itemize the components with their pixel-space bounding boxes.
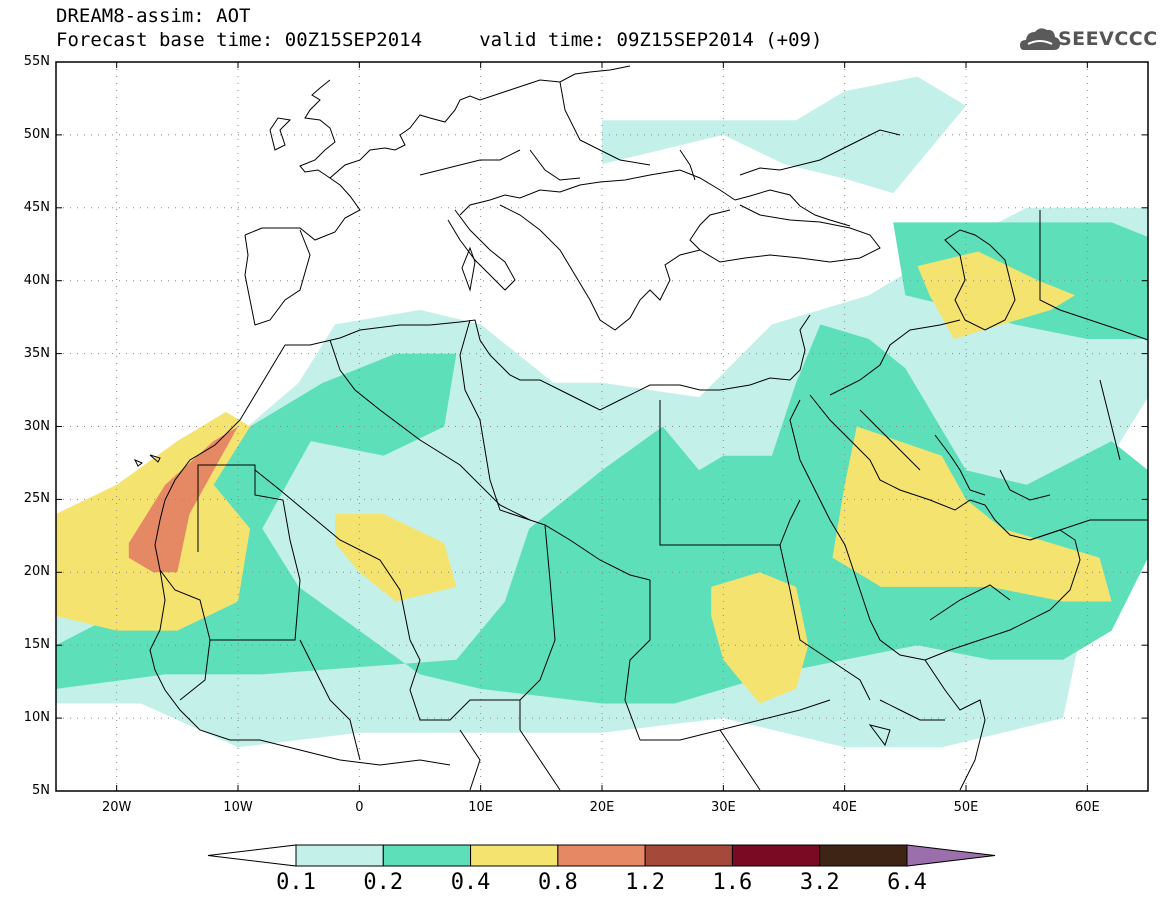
lat-label: 55N [23, 54, 50, 69]
lon-label: 20W [101, 800, 132, 815]
logo-text: SEEVCCC [1058, 28, 1158, 50]
forecast-time-subtitle: Forecast base time: 00Z15SEP2014 valid t… [56, 29, 823, 51]
colorbar [207, 844, 996, 867]
aot-region-0-4-2 [832, 426, 1112, 602]
colorbar-box [557, 844, 646, 867]
lat-label: 5N [32, 783, 50, 798]
lat-label: 25N [23, 491, 50, 507]
map-title: DREAM8-assim: AOT [56, 5, 251, 27]
lat-label: 20N [23, 564, 50, 580]
colorbar-label: 1.6 [712, 870, 753, 895]
aot-region-0-4-4 [917, 251, 1076, 339]
aot-region-0-4-1 [335, 514, 457, 602]
colorbar-max-arrow [906, 844, 996, 867]
colorbar-box [470, 844, 559, 867]
lon-label: 20E [589, 800, 615, 815]
aot-region-0-4-3 [711, 572, 809, 704]
lat-label: 50N [23, 126, 50, 142]
colorbar-label: 3.2 [799, 870, 840, 895]
lat-label: 45N [23, 199, 50, 215]
lat-label: 30N [23, 418, 50, 434]
lon-label: 10E [468, 800, 494, 815]
lat-label: 35N [23, 345, 50, 361]
aot-region-0-2-0 [56, 324, 1148, 704]
colorbar-box [731, 844, 821, 867]
colorbar-box [644, 844, 733, 867]
colorbar-label: 0.4 [450, 870, 491, 895]
lon-label: 30E [710, 800, 736, 815]
colorbar-box [382, 844, 472, 867]
lat-label: 15N [23, 637, 50, 653]
colorbar-label: 0.8 [537, 870, 578, 895]
lon-label: 50E [953, 800, 979, 815]
lat-label: 40N [23, 272, 50, 288]
lon-label: 0 [355, 800, 364, 815]
lon-label: 10W [223, 800, 253, 815]
colorbar-label: 1.2 [625, 870, 666, 895]
lon-label: 40E [832, 800, 858, 815]
lat-label: 10N [23, 710, 50, 726]
colorbar-min-arrow [207, 844, 297, 867]
colorbar-label: 6.4 [887, 870, 927, 895]
lon-label: 60E [1074, 800, 1100, 815]
aot-region-0-8-0 [128, 426, 238, 573]
colorbar-label: 0.1 [276, 870, 316, 895]
cloud-icon [1020, 28, 1060, 50]
colorbar-box [819, 844, 908, 867]
colorbar-label: 0.2 [363, 870, 404, 895]
colorbar-box [295, 844, 384, 867]
coastlines-borders [133, 65, 1148, 791]
